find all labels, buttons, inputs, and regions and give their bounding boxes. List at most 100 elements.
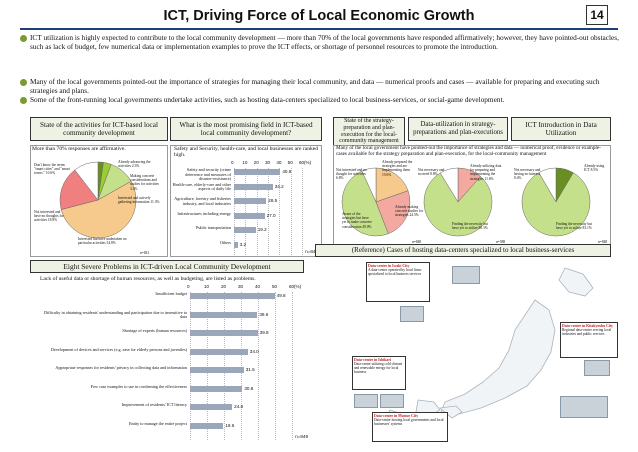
pie2-label-aware: Aware of the strategies but have yet to … xyxy=(342,212,372,229)
promising-gridline xyxy=(268,168,269,255)
promising-bar-label: Others xyxy=(219,239,231,245)
pie1-slice-3 xyxy=(60,180,137,239)
problems-bar-label: Few case examples to use in confirming t… xyxy=(90,383,187,389)
promising-bar xyxy=(234,169,281,175)
bullet-dot-icon xyxy=(20,79,27,86)
problems-bar-value: 34.0 xyxy=(249,348,259,354)
problems-axis-unit: (%) xyxy=(294,284,302,289)
case-photo xyxy=(584,360,610,376)
problems-bar-label: Development of devices and services (e.g… xyxy=(50,346,187,352)
problems-bar xyxy=(190,330,258,336)
problems-bar-value: 19.6 xyxy=(225,422,235,428)
pie4-n: n=848 xyxy=(598,240,608,244)
problems-bar-label: Insufficient budget xyxy=(155,291,187,296)
problems-gridline xyxy=(275,292,276,440)
header-problems: Eight Severe Problems in ICT-driven Loca… xyxy=(30,260,304,273)
bullet-3: Some of the front-running local governme… xyxy=(20,95,620,105)
promising-bar-value: 19.2 xyxy=(257,227,267,232)
problems-bar-value: 49.8 xyxy=(276,293,286,298)
promising-bar-label: Health-care, elderly-care and other aspe… xyxy=(172,181,231,192)
promising-gridline xyxy=(302,168,303,255)
promising-gridline xyxy=(256,168,258,255)
case-callout-2: Data-center in Ishikari Data-center util… xyxy=(352,356,406,390)
promising-tick: 40 xyxy=(276,160,282,165)
problems-bar-value: 39.6 xyxy=(259,311,269,317)
promising-bar-chart: (%) 0 10 20 30 40 50 60 Safety and security (cri… xyxy=(172,160,320,256)
pie1-n: n=841 xyxy=(140,251,150,255)
bullet-text: Many of the local governments pointed-ou… xyxy=(30,77,600,95)
problems-n: n=849 xyxy=(295,434,308,439)
pie2-label-prepared: Already prepared the strategies and are … xyxy=(382,160,413,177)
case-photo xyxy=(452,266,480,284)
pie4-slice-2 xyxy=(538,167,557,203)
problems-tick: 60 xyxy=(289,284,295,289)
pie3-label-necessity: Finding the necessity but have yet to ut… xyxy=(452,222,489,231)
problems-bar xyxy=(190,385,243,392)
promising-bar-value: 3.2 xyxy=(239,241,247,247)
problems-bar-value: 31.6 xyxy=(245,367,255,372)
problems-bar-label: Shortage of experts (human resources) xyxy=(122,328,187,333)
pie2-slice-3 xyxy=(361,167,377,203)
case-callout-4: Data-center in Kitakyushu City Regional … xyxy=(560,322,618,358)
header-data-utilization: Data-utilization in strategy-preparation… xyxy=(408,117,508,141)
case-callout-3: Data-center in Matsue City Data-center h… xyxy=(372,412,448,442)
pie3-label-notnecessary: Not necessary and no need 8.8% xyxy=(418,168,445,177)
problems-tick: 0 xyxy=(187,284,190,289)
pie1-label-gathering: Interested and actively gathering inform… xyxy=(118,196,160,205)
problems-bar-value: 30.8 xyxy=(244,385,254,391)
pie1-caption: More than 70% responses are affirmative. xyxy=(32,146,126,152)
promising-n: n=848 xyxy=(305,249,318,254)
problems-bar xyxy=(190,422,224,429)
promising-gridline xyxy=(245,168,247,255)
promising-tick: 60 xyxy=(299,160,305,165)
promising-bar-label: Infrastructures including energy xyxy=(177,210,231,216)
promising-bar-label: Public transportation xyxy=(195,225,231,230)
pie3-slice-1 xyxy=(423,172,493,237)
page-number: 14 xyxy=(586,5,608,25)
case-photo xyxy=(354,394,378,408)
case-title: Data-center in Kitakyushu City xyxy=(562,324,614,328)
problems-gridline xyxy=(224,292,225,440)
promising-bar-label: Agriculture, forestry and fisheries indu… xyxy=(174,196,231,206)
promising-axis-unit: (%) xyxy=(304,160,312,165)
pie4-label-using: Already using ICT 8.5% xyxy=(584,164,605,173)
pie2-label-notinterested: Not interested and no thought for activi… xyxy=(336,168,367,181)
promising-bar-value: 28.5 xyxy=(268,198,278,203)
pie2-slice-2 xyxy=(341,170,389,237)
title-rule xyxy=(20,28,618,30)
problems-bar xyxy=(190,348,248,355)
promising-gridline xyxy=(290,168,292,255)
promising-tick: 20 xyxy=(253,160,259,165)
promising-bar xyxy=(234,227,256,233)
problems-bar-value: 39.8 xyxy=(259,330,269,335)
case-callout-1: Data-center in Iwaki City A data-center … xyxy=(366,262,430,302)
promising-bar xyxy=(234,241,238,248)
problems-gridline xyxy=(241,292,242,440)
promising-bar-value: 27.0 xyxy=(266,212,276,218)
problems-bar-value: 24.8 xyxy=(234,404,244,409)
header-reference: (Reference) Cases of hosting data-center… xyxy=(315,244,611,257)
pie3-chart xyxy=(423,167,493,237)
problems-bar-label: Entity to manage the entire project xyxy=(128,420,187,426)
pie3-label-utilizing: Already utilizing data for preparing and… xyxy=(470,164,502,181)
problems-bar-chart: (%) 0 10 20 30 40 50 60 Insufficient budget 49.8 D… xyxy=(40,284,310,444)
case-text: Data-center utilizing cold climate and r… xyxy=(354,362,403,375)
problems-tick: 40 xyxy=(255,284,261,289)
case-photo xyxy=(400,306,424,322)
pie2-n: n=848 xyxy=(412,240,422,244)
promising-bar-value: 40.9 xyxy=(282,169,292,174)
pie2-chart xyxy=(341,167,411,237)
pie4-slice-1 xyxy=(521,172,591,237)
bullet-1: ICT utilization is highly expected to co… xyxy=(20,33,620,51)
bullet-dot-icon xyxy=(20,97,27,104)
problems-gridline xyxy=(190,292,191,440)
case-title: Data-center in Ishikari xyxy=(354,358,392,362)
promising-tick: 0 xyxy=(231,160,234,165)
case-text: Data-center hosting local governments an… xyxy=(374,418,444,427)
case-title: Data-center in Matsue City xyxy=(374,414,419,418)
case-text: A data-center operated by local firms sp… xyxy=(368,268,422,277)
problems-bar xyxy=(190,293,275,299)
promising-bar xyxy=(234,212,265,219)
problems-bar xyxy=(190,404,233,410)
header-activities: State of the activities for ICT-based lo… xyxy=(30,117,168,141)
